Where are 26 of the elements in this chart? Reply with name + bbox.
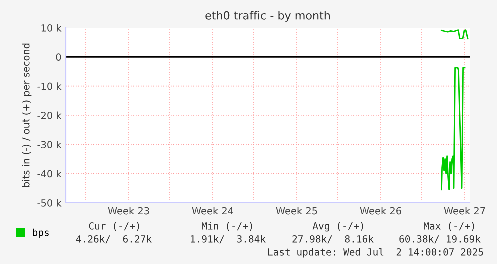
line-series (441, 67, 466, 191)
legend-label: bps (33, 228, 49, 238)
text: 4.26k/ 6.27k (76, 235, 152, 244)
x-tick-label: Week 25 (276, 207, 318, 215)
y-tick-label: -40 k (38, 170, 62, 178)
text: Min (-/+) (202, 222, 252, 231)
text: 1.91k/ 3.84k (191, 235, 266, 244)
chart-title: eth0 traffic - by month (206, 11, 330, 22)
x-tick-label: Week 23 (108, 207, 150, 215)
y-axis-title: bits in (-) / out (+) per second (22, 44, 32, 188)
y-tick-label: 0 (56, 54, 62, 61)
text: Last update: Wed Jul 2 14:00:07 2025 (268, 248, 484, 258)
y-tick-label: -20 k (38, 112, 62, 120)
text: 27.98k/ 8.16k (292, 235, 374, 244)
text: 60.38k/ 19.69k (400, 235, 481, 244)
x-tick-label: Week 26 (360, 207, 402, 215)
text: Cur (-/+) (89, 222, 140, 231)
x-tick-label: Week 27 (444, 207, 486, 215)
y-tick-label: -30 k (38, 140, 62, 148)
y-tick-label: 10 k (42, 24, 62, 32)
line-series (441, 30, 469, 40)
y-tick-label: -50 k (38, 199, 62, 207)
x-tick-label: Week 24 (192, 207, 234, 215)
text: Avg (-/+) (312, 222, 364, 232)
y-tick-label: -10 k (38, 82, 62, 90)
text: Max (-/+) (424, 222, 474, 231)
